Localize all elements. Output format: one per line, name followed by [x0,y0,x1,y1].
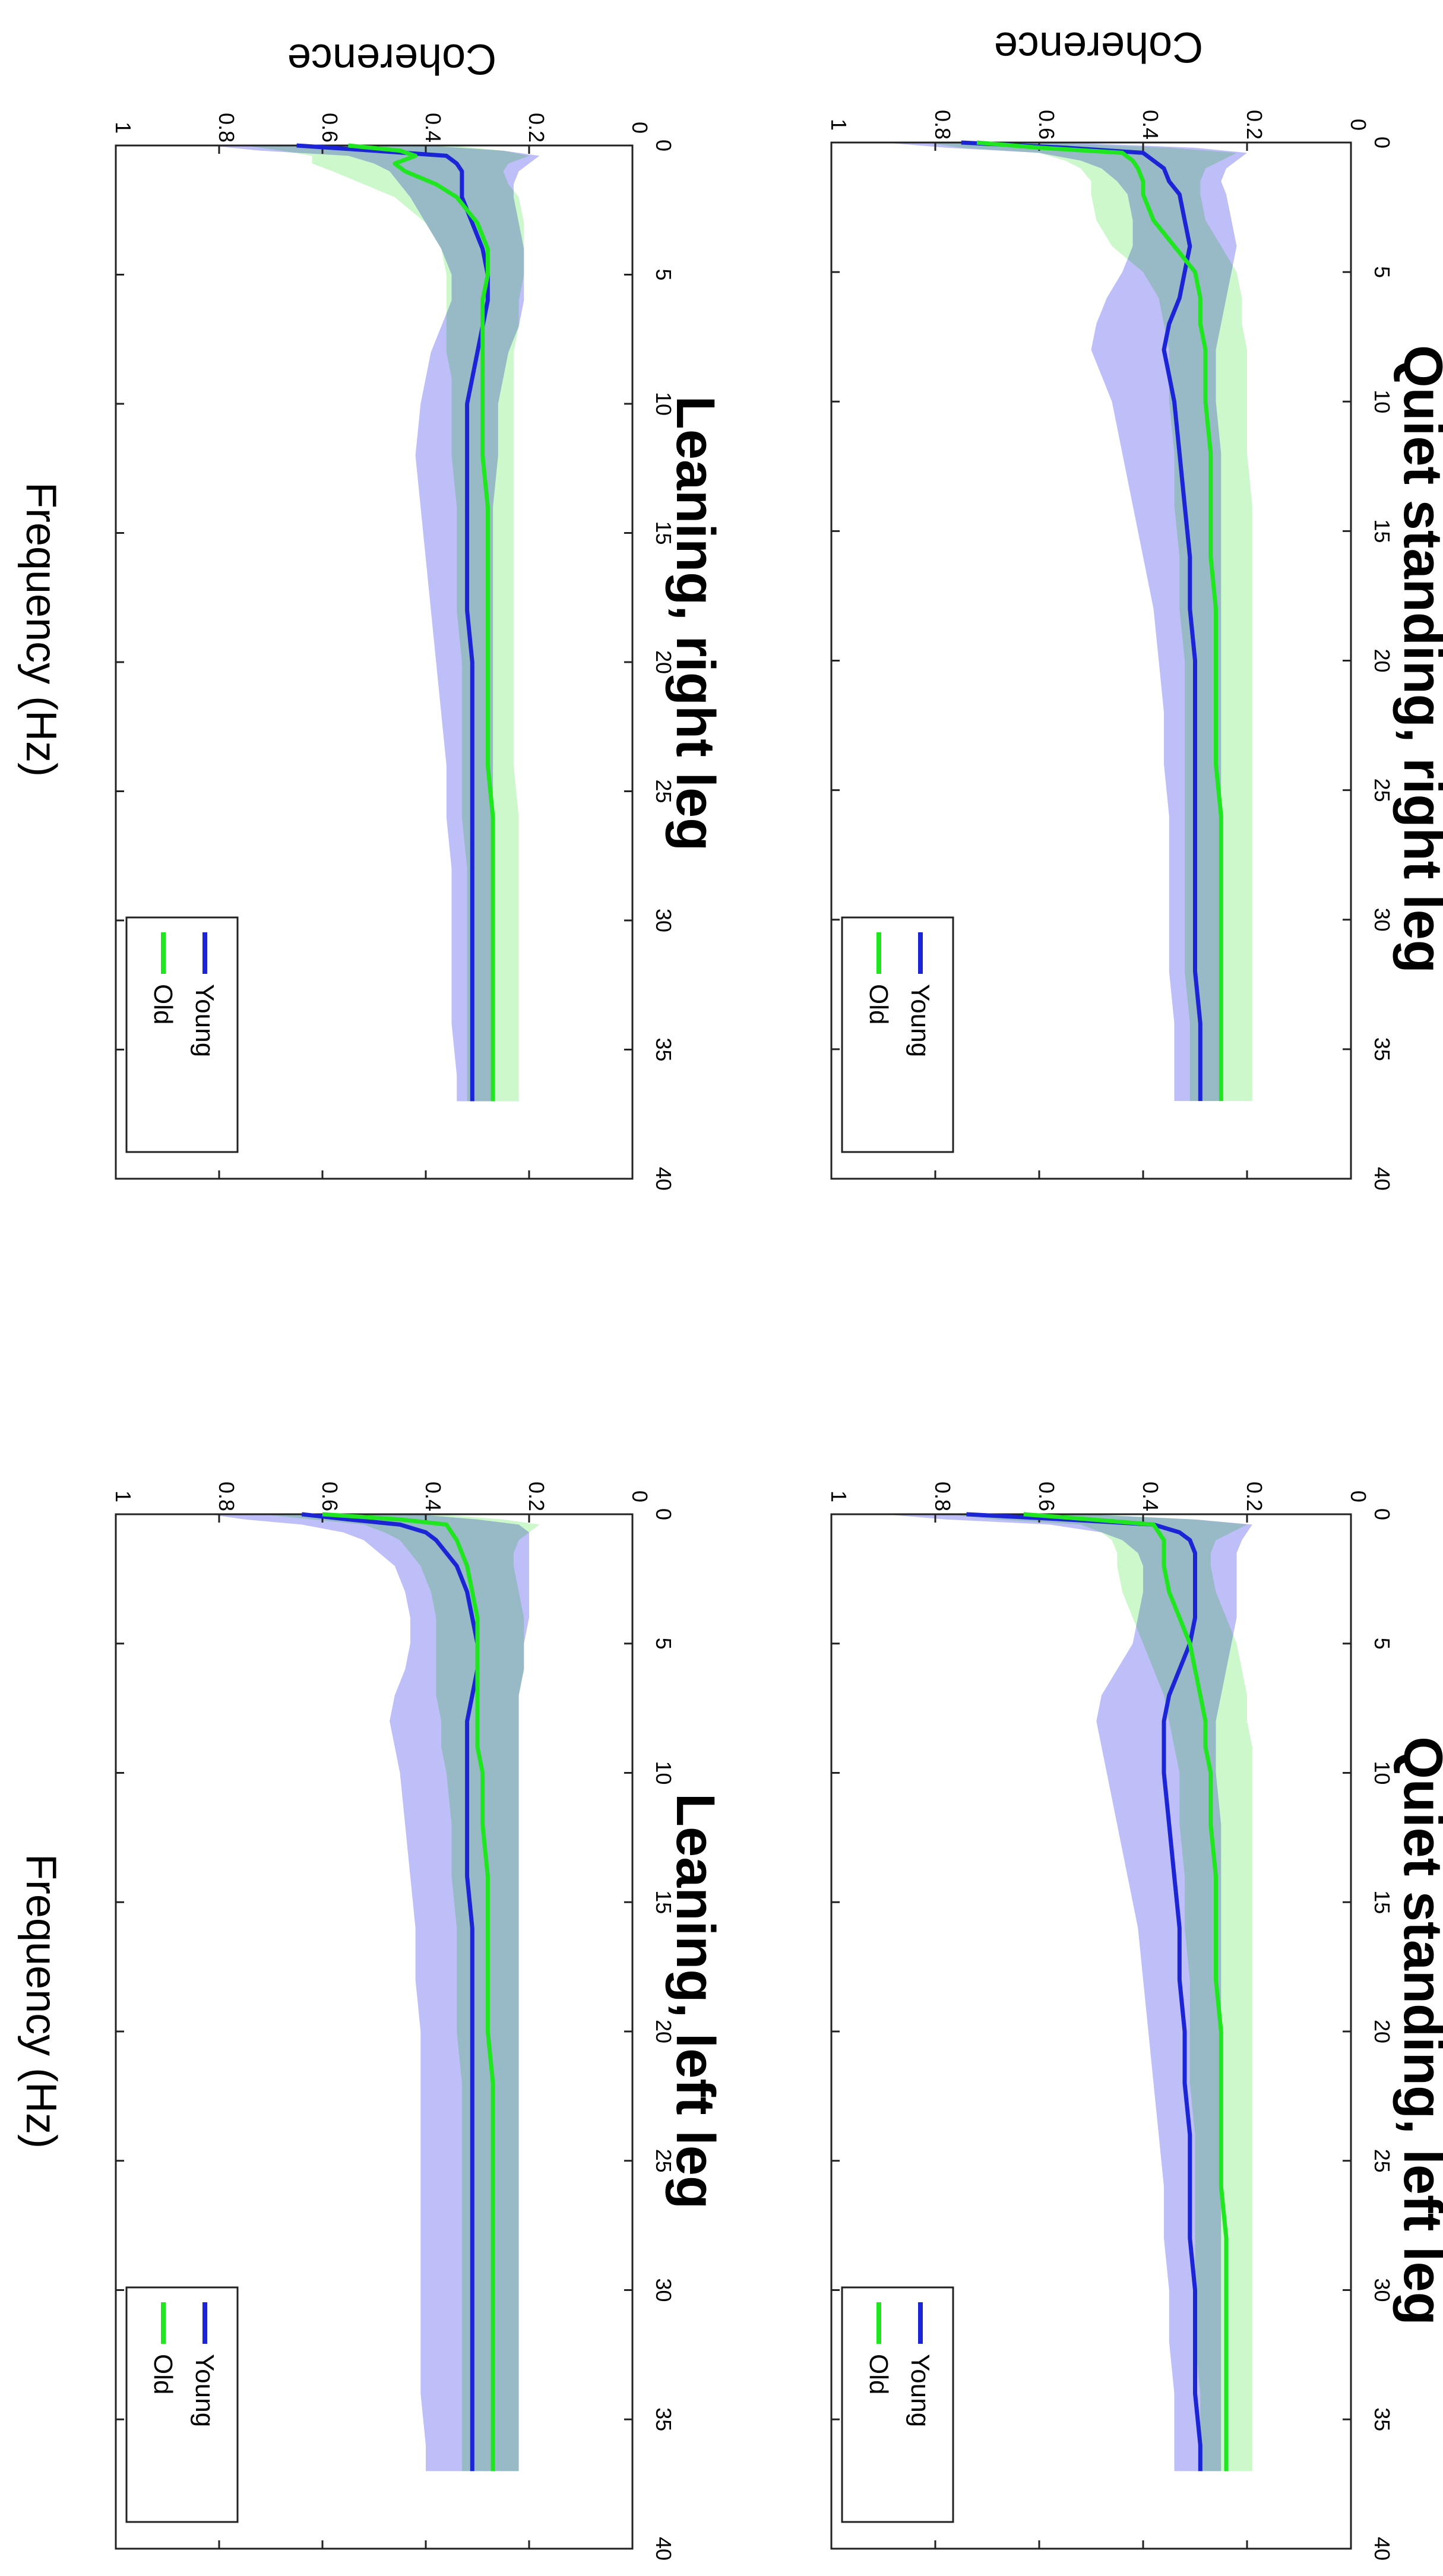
y-tick-label: 0 [628,1490,652,1502]
x-tick-label: 5 [651,1638,676,1650]
young-series-line [301,1512,480,2471]
x-tick-label: 40 [651,2537,676,2561]
legend-old-label: Old [148,984,178,1024]
y-tick-label: 0.4 [421,113,445,143]
x-tick-label: 10 [1370,390,1394,413]
y-tick-label: 1 [827,1490,851,1502]
old-series-line [322,1512,495,2471]
young-series-line [296,143,490,1102]
x-tick-label: 40 [1370,2537,1394,2561]
panel-quiet-standing-right-leg: 0 5 10 15 20 25 30 35 40 0 0.2 0.4 0.6 0.8 1 Young Old Qu… [827,110,1443,1191]
y-tick-label: 0.2 [524,1482,549,1511]
young-series-line [966,1512,1202,2471]
old-confidence-band [260,1514,540,2471]
y-tick-label: 0.8 [214,113,239,143]
x-tick-label: 30 [651,909,676,932]
y-tick-label: 0.2 [1242,1482,1267,1511]
x-tick-label: 0 [651,1508,676,1520]
x-tick-label: 20 [1370,2020,1394,2043]
old-confidence-band [945,1514,1252,2471]
legend-box [841,2286,954,2523]
x-tick-label: 35 [1370,2407,1394,2431]
legend-old-label: Old [864,2354,893,2394]
x-tick-label: 40 [1370,1167,1394,1191]
legend-young-label: Young [906,984,935,1057]
x-tick-label: 35 [651,1037,676,1061]
y-tick-label: 0 [1346,119,1371,131]
old-series-line [348,143,495,1102]
x-tick-label: 15 [1370,519,1394,543]
legend-old-label: Old [148,2354,178,2394]
y-tick-label: 0.4 [1138,1482,1163,1511]
y-tick-label: 0.6 [318,113,342,143]
panel-title: Quiet standing, left leg [1393,1736,1443,2325]
x-tick-label: 15 [651,1890,676,1914]
legend-young-label: Young [190,984,219,1057]
legend-box [841,916,954,1153]
y-axis-label-right: Coherence [994,23,1203,71]
y-tick-label: 0.8 [931,1482,955,1511]
x-tick-label: 15 [1370,1890,1394,1914]
x-tick-label: 10 [1370,1761,1394,1784]
old-series-line [1023,1512,1229,2471]
x-tick-label: 30 [1370,908,1394,932]
x-tick-label: 15 [651,521,676,545]
legend-old-label: Old [864,984,893,1024]
x-axis-label-right: Frequency (Hz) [17,1854,65,2148]
old-confidence-band [245,145,529,1102]
y-tick-label: 0.2 [524,113,549,143]
panel-title: Quiet standing, right leg [1393,345,1443,973]
x-tick-label: 25 [1370,779,1394,802]
x-tick-label: 5 [651,268,676,280]
y-tick-label: 0.4 [421,1482,445,1511]
young-series-line [961,140,1202,1102]
y-tick-label: 0.8 [931,110,955,140]
y-tick-label: 0.6 [1034,1482,1059,1511]
x-tick-label: 0 [651,140,676,151]
x-tick-label: 20 [651,2020,676,2043]
x-tick-label: 35 [651,2407,676,2431]
x-tick-label: 0 [1370,137,1394,148]
legend-young-label: Young [190,2354,219,2427]
legend-young-label: Young [906,2354,935,2427]
x-tick-label: 35 [1370,1037,1394,1061]
y-tick-label: 0.6 [1034,110,1059,140]
y-tick-label: 1 [827,119,851,131]
panel-title: Leaning, right leg [665,396,726,852]
x-tick-label: 30 [1370,2278,1394,2302]
panel-leaning-right-leg: 0 5 10 15 20 25 30 35 40 0 0.2 0.4 0.6 0.8 1 Young Old Le… [111,113,726,1191]
x-tick-label: 10 [651,392,676,416]
young-confidence-band [883,143,1247,1102]
x-tick-label: 0 [1370,1508,1394,1520]
y-tick-label: 0.6 [318,1482,342,1511]
old-series-line [976,140,1223,1102]
x-tick-label: 5 [1370,266,1394,278]
x-tick-label: 10 [651,1761,676,1784]
x-tick-label: 25 [1370,2149,1394,2173]
y-tick-label: 0 [1346,1490,1371,1502]
x-tick-label: 40 [651,1167,676,1191]
x-tick-label: 20 [651,650,676,674]
legend-box [125,916,239,1153]
y-tick-label: 0.8 [214,1482,239,1511]
x-tick-label: 25 [651,779,676,803]
x-tick-label: 20 [1370,648,1394,672]
y-tick-label: 1 [111,122,135,134]
y-tick-label: 1 [111,1490,135,1502]
x-tick-label: 25 [651,2149,676,2173]
panel-title: Leaning, left leg [665,1793,726,2209]
young-confidence-band [883,1514,1252,2471]
x-tick-label: 5 [1370,1638,1394,1650]
y-tick-label: 0.4 [1138,110,1163,140]
x-axis-label-left: Frequency (Hz) [17,482,65,777]
y-tick-label: 0.2 [1242,110,1267,140]
y-axis-label-left: Coherence [287,35,496,83]
panel-leaning-left-leg: 0 5 10 15 20 25 30 35 40 0 0.2 0.4 0.6 0.8 1 Young Old Le… [111,1482,726,2561]
y-tick-label: 0 [628,122,652,134]
legend-box [125,2286,239,2523]
x-tick-label: 30 [651,2278,676,2302]
panel-quiet-standing-left-leg: 0 5 10 15 20 25 30 35 40 0 0.2 0.4 0.6 0.8 1 Young Old Qu… [827,1482,1443,2561]
